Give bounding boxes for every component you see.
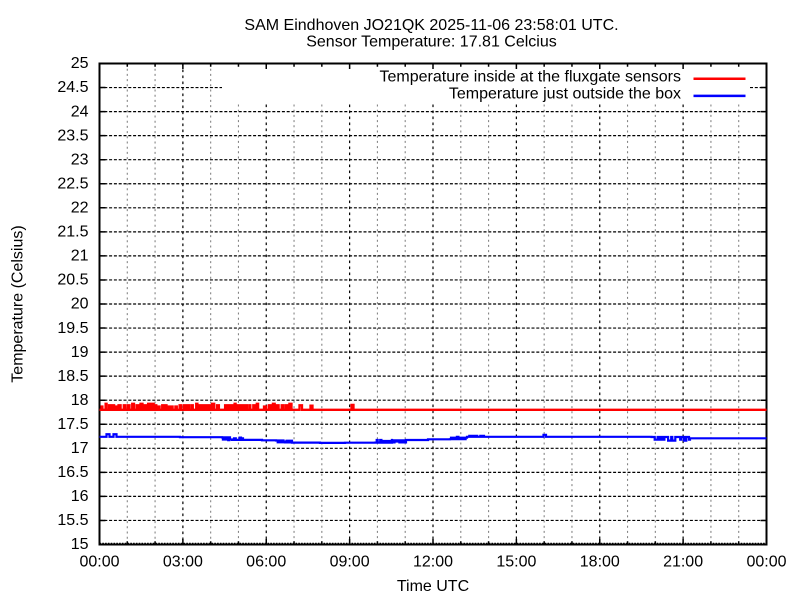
- svg-text:25: 25: [71, 55, 89, 72]
- svg-text:Sensor Temperature: 17.81 Celc: Sensor Temperature: 17.81 Celcius: [306, 34, 557, 51]
- svg-text:Temperature inside at the flux: Temperature inside at the fluxgate senso…: [380, 68, 682, 85]
- svg-text:21:00: 21:00: [663, 554, 703, 571]
- svg-text:21.5: 21.5: [57, 224, 88, 241]
- svg-text:17: 17: [71, 440, 89, 457]
- svg-text:23: 23: [71, 151, 89, 168]
- svg-text:00:00: 00:00: [746, 554, 786, 571]
- svg-text:21: 21: [71, 248, 89, 265]
- svg-text:03:00: 03:00: [163, 554, 203, 571]
- svg-text:24: 24: [71, 103, 89, 120]
- svg-text:22: 22: [71, 200, 89, 217]
- svg-text:17.5: 17.5: [57, 416, 88, 433]
- svg-text:06:00: 06:00: [246, 554, 286, 571]
- svg-text:18.5: 18.5: [57, 368, 88, 385]
- svg-text:09:00: 09:00: [330, 554, 370, 571]
- svg-text:23.5: 23.5: [57, 127, 88, 144]
- svg-text:16.5: 16.5: [57, 464, 88, 481]
- svg-text:20: 20: [71, 296, 89, 313]
- svg-text:15: 15: [71, 536, 89, 553]
- svg-text:Temperature just outside the b: Temperature just outside the box: [449, 86, 681, 103]
- svg-text:15:00: 15:00: [496, 554, 536, 571]
- svg-text:SAM Eindhoven JO21QK 2025-11-0: SAM Eindhoven JO21QK 2025-11-06 23:58:01…: [244, 17, 618, 34]
- svg-text:19.5: 19.5: [57, 320, 88, 337]
- svg-text:00:00: 00:00: [79, 554, 119, 571]
- svg-text:24.5: 24.5: [57, 79, 88, 96]
- svg-text:20.5: 20.5: [57, 272, 88, 289]
- svg-text:15.5: 15.5: [57, 512, 88, 529]
- svg-text:12:00: 12:00: [413, 554, 453, 571]
- svg-text:19: 19: [71, 344, 89, 361]
- svg-text:18:00: 18:00: [580, 554, 620, 571]
- svg-text:16: 16: [71, 488, 89, 505]
- svg-text:Time UTC: Time UTC: [397, 578, 469, 595]
- svg-text:22.5: 22.5: [57, 175, 88, 192]
- svg-text:18: 18: [71, 392, 89, 409]
- svg-text:Temperature (Celsius): Temperature (Celsius): [10, 225, 27, 382]
